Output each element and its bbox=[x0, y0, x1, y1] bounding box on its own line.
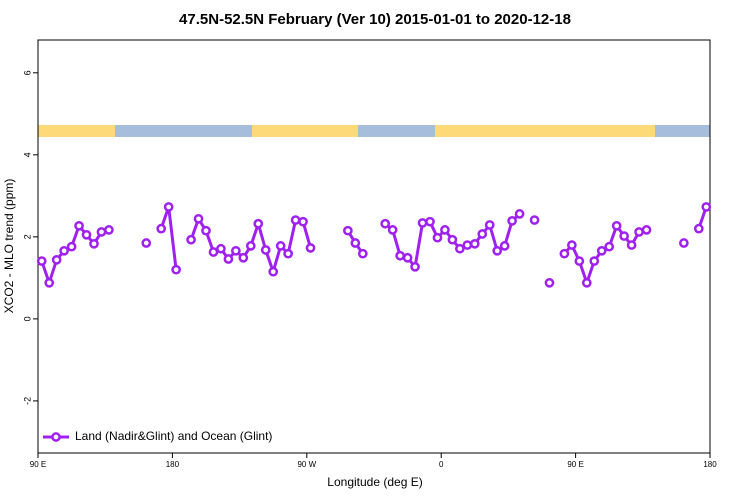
data-point bbox=[253, 218, 264, 229]
y-tick-label: 0 bbox=[22, 316, 32, 321]
data-point bbox=[245, 241, 256, 251]
data-point bbox=[268, 266, 279, 277]
data-point bbox=[89, 238, 99, 249]
data-point bbox=[581, 277, 592, 288]
land-ocean-strip bbox=[252, 125, 358, 137]
data-point bbox=[432, 232, 443, 243]
data-point bbox=[193, 213, 204, 224]
data-point bbox=[402, 252, 413, 263]
data-point bbox=[395, 250, 405, 261]
y-tick-label: 2 bbox=[22, 234, 32, 239]
data-point bbox=[417, 218, 428, 228]
x-tick-label: 180 bbox=[703, 460, 717, 469]
data-point bbox=[559, 248, 570, 259]
data-point bbox=[604, 241, 615, 252]
data-point bbox=[163, 202, 174, 212]
data-point bbox=[693, 223, 704, 234]
data-point bbox=[59, 245, 69, 256]
data-point bbox=[507, 216, 517, 226]
plot-frame bbox=[37, 39, 711, 454]
x-tick-label: 90 E bbox=[30, 460, 46, 469]
data-point bbox=[626, 240, 637, 250]
data-point bbox=[611, 220, 622, 231]
data-point bbox=[74, 220, 84, 231]
x-tick-label: 180 bbox=[166, 460, 180, 469]
data-point bbox=[290, 215, 301, 225]
data-point bbox=[567, 240, 577, 250]
data-point bbox=[51, 254, 62, 265]
data-point bbox=[357, 248, 368, 259]
data-point bbox=[343, 225, 353, 236]
data-point bbox=[425, 216, 435, 227]
data-point bbox=[298, 216, 308, 227]
data-point bbox=[283, 248, 293, 259]
data-point bbox=[499, 241, 510, 251]
land-ocean-strip bbox=[115, 125, 252, 137]
data-point bbox=[484, 220, 495, 230]
data-point bbox=[208, 247, 219, 257]
data-point bbox=[66, 241, 77, 252]
data-point bbox=[96, 227, 107, 237]
data-point bbox=[574, 256, 585, 266]
data-point bbox=[447, 234, 458, 245]
data-point bbox=[634, 227, 644, 237]
data-point bbox=[275, 241, 286, 251]
data-point bbox=[641, 225, 652, 235]
data-point bbox=[544, 277, 555, 288]
data-point bbox=[81, 229, 92, 240]
data-point bbox=[186, 234, 196, 245]
x-tick-label: 90 E bbox=[567, 460, 583, 469]
data-point bbox=[529, 215, 540, 225]
data-point bbox=[589, 256, 600, 266]
land-ocean-strip bbox=[435, 125, 655, 137]
data-point bbox=[679, 238, 689, 248]
data-point bbox=[477, 229, 488, 239]
data-point bbox=[201, 225, 211, 236]
data-point bbox=[44, 277, 55, 288]
data-point bbox=[223, 254, 234, 264]
data-point bbox=[701, 202, 712, 212]
data-point bbox=[156, 223, 167, 234]
data-point bbox=[171, 264, 181, 275]
land-ocean-strip bbox=[38, 125, 115, 137]
x-tick-label: 90 W bbox=[297, 460, 316, 469]
legend-label: Land (Nadir&Glint) and Ocean (Glint) bbox=[75, 429, 272, 443]
land-ocean-strip bbox=[358, 125, 435, 137]
data-point bbox=[380, 218, 391, 229]
land-ocean-strip bbox=[655, 125, 710, 137]
data-point bbox=[216, 243, 226, 254]
data-point bbox=[260, 245, 271, 255]
data-point bbox=[514, 209, 525, 219]
data-point bbox=[440, 225, 450, 235]
data-point bbox=[350, 238, 361, 248]
y-tick-label: 6 bbox=[22, 70, 32, 75]
data-point bbox=[104, 225, 114, 235]
x-axis-label: Longitude (deg E) bbox=[327, 475, 422, 489]
data-point bbox=[387, 225, 398, 235]
data-point bbox=[36, 256, 47, 266]
data-point bbox=[469, 238, 480, 249]
data-point bbox=[619, 231, 629, 241]
data-point bbox=[455, 243, 465, 254]
y-axis-label: XCO2 - MLO trend (ppm) bbox=[2, 179, 16, 314]
data-point bbox=[492, 245, 503, 256]
chart-title: 47.5N-52.5N February (Ver 10) 2015-01-01… bbox=[179, 11, 571, 28]
data-point bbox=[462, 240, 473, 250]
data-point bbox=[305, 243, 316, 253]
y-tick-label: 4 bbox=[22, 152, 32, 157]
data-point bbox=[141, 238, 152, 248]
y-tick-label: -2 bbox=[22, 397, 32, 405]
data-point bbox=[238, 252, 249, 263]
data-point bbox=[410, 261, 420, 272]
data-point bbox=[596, 245, 607, 256]
legend-marker bbox=[51, 432, 61, 442]
x-tick-label: 0 bbox=[439, 460, 444, 469]
data-point bbox=[231, 245, 241, 256]
